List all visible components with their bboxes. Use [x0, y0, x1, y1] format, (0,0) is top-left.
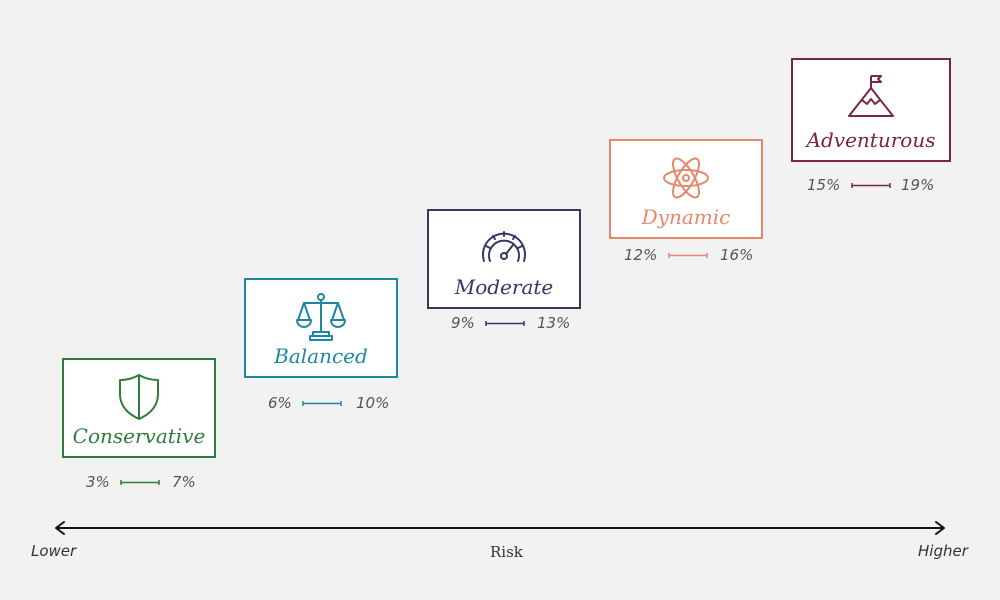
range-low: 12% [624, 246, 658, 264]
range-high: 7% [172, 473, 196, 491]
return-range-dynamic: 12% 16% [600, 244, 754, 266]
profile-title: Dynamic [641, 205, 731, 229]
profile-card-balanced: Balanced [244, 278, 398, 378]
range-bar [120, 480, 160, 485]
profile-card-moderate: Moderate [427, 209, 581, 309]
return-range-adventurous: 15% 19% [783, 174, 937, 196]
return-range-conservative: 3% 7% [62, 471, 216, 493]
range-low: 9% [451, 314, 475, 332]
axis-label-higher: Higher [918, 542, 968, 560]
profile-card-conservative: Conservative [62, 358, 216, 458]
axis-label-lower: Lower [31, 542, 77, 560]
range-high: 19% [901, 176, 935, 194]
range-low: 6% [268, 394, 292, 412]
range-low: 15% [807, 176, 841, 194]
range-high: 10% [356, 394, 390, 412]
speedometer-icon [479, 223, 529, 273]
range-high: 13% [537, 314, 571, 332]
profile-title: Moderate [454, 275, 554, 299]
mountain-flag-icon [846, 72, 896, 122]
range-bar [302, 401, 342, 406]
profile-title: Adventurous [806, 128, 936, 152]
profile-card-dynamic: Dynamic [609, 139, 763, 239]
profile-card-adventurous: Adventurous [791, 58, 951, 162]
profile-title: Conservative [72, 424, 206, 448]
range-low: 3% [86, 473, 110, 491]
range-bar [668, 253, 708, 258]
axis-label-risk: Risk [490, 543, 523, 561]
profile-title: Balanced [274, 344, 368, 368]
scales-icon [296, 292, 346, 342]
range-bar [485, 321, 525, 326]
return-range-moderate: 9% 13% [427, 312, 581, 334]
range-high: 16% [720, 246, 754, 264]
shield-icon [114, 372, 164, 422]
atom-icon [661, 153, 711, 203]
return-range-balanced: 6% 10% [244, 392, 398, 414]
risk-axis-arrow [52, 518, 948, 538]
range-bar [851, 183, 891, 188]
